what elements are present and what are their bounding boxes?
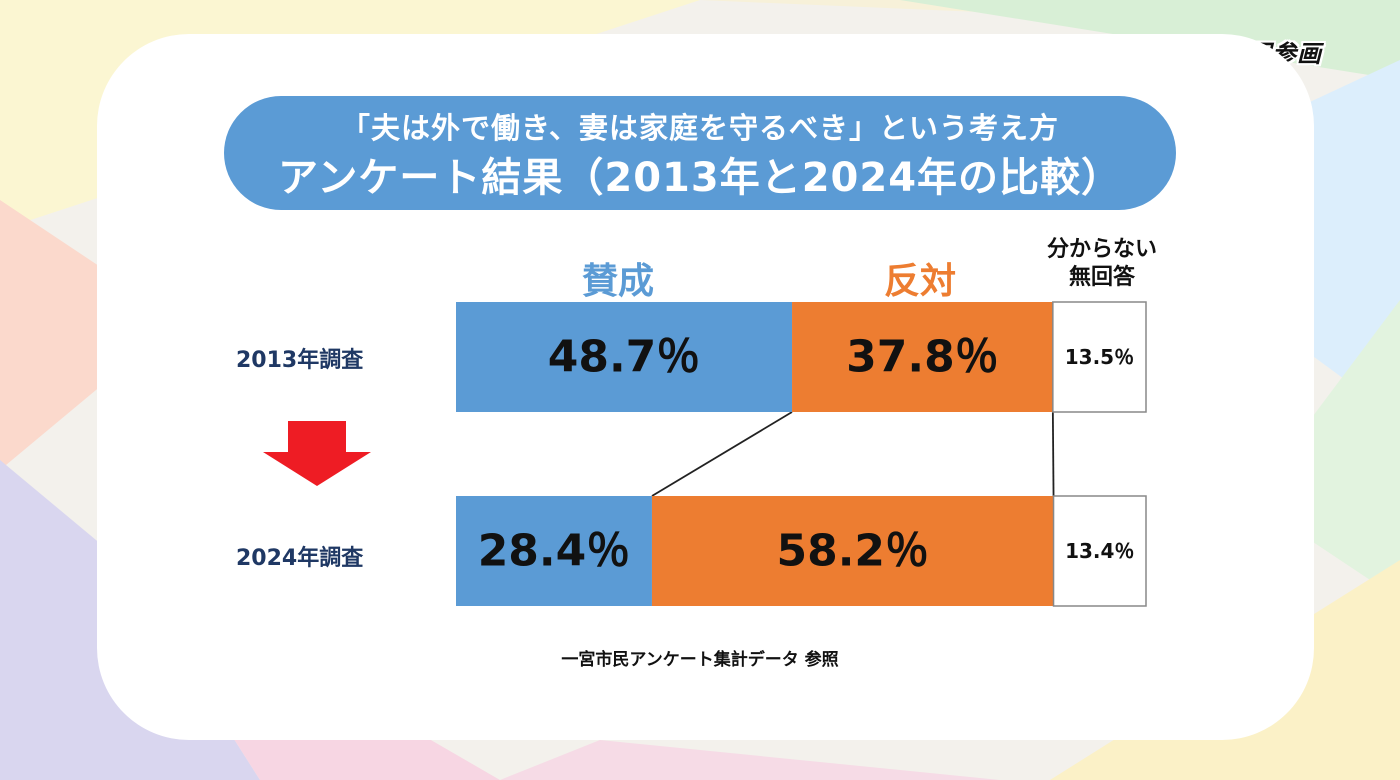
title-line-2: アンケート結果（2013年と2024年の比較） <box>277 155 1123 201</box>
data-label-2013-1: 37.8％ <box>846 332 999 383</box>
legend-unknown-line1: 分からない <box>1046 237 1157 262</box>
legend-disagree: 反対 <box>883 261 956 302</box>
title-banner: 「夫は外で働き、妻は家庭を守るべき」という考え方 アンケート結果（2013年と2… <box>224 96 1176 210</box>
row-label-2013: 2013年調査 <box>236 348 364 373</box>
legend-unknown: 分からない 無回答 <box>1032 236 1172 292</box>
bar-segment-2024-2 <box>1052 495 1147 607</box>
bar-segment-2013-1 <box>792 302 1053 412</box>
data-label-2024-1: 58.2％ <box>776 526 929 577</box>
bar-segment-2013-2 <box>1052 301 1147 413</box>
bar-segment-2024-1 <box>651 496 1054 606</box>
bar-segment-2024-0 <box>456 496 652 606</box>
row-label-2024: 2024年調査 <box>236 546 364 571</box>
connector-line-1 <box>1051 411 1055 497</box>
legend-unknown-line2: 無回答 <box>1068 265 1135 290</box>
data-label-2013-2: 13.5％ <box>1065 345 1134 369</box>
legend-agree: 賛成 <box>581 261 654 302</box>
title-line-1: 「夫は外で働き、妻は家庭を守るべき」という考え方 <box>341 111 1059 145</box>
data-label-2024-0: 28.4％ <box>478 526 631 577</box>
down-arrow-icon <box>263 421 371 486</box>
source-note: 一宮市民アンケート集計データ 参照 <box>561 650 839 670</box>
connector-line-0 <box>651 411 793 497</box>
data-label-2013-0: 48.7％ <box>548 332 701 383</box>
data-label-2024-2: 13.4％ <box>1065 539 1134 563</box>
bar-segment-2013-0 <box>456 302 793 412</box>
